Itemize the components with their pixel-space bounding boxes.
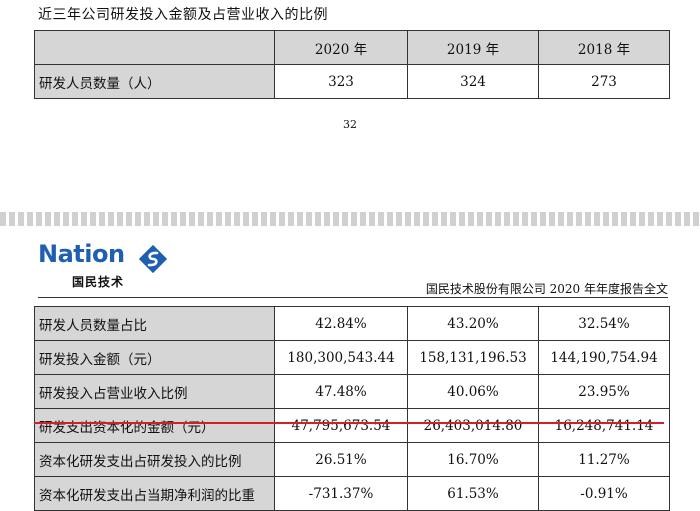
table-row: 资本化研发支出占当期净利润的比重 -731.37% 61.53% -0.91%: [34, 476, 670, 511]
cell-2020: 47.48%: [274, 374, 408, 409]
cell-2018: 16,248,741.14: [538, 408, 670, 443]
row-label: 研发投入占营业收入比例: [34, 374, 275, 409]
cell-2018: 32.54%: [538, 306, 670, 341]
cell-2019: 26,403,014.80: [407, 408, 539, 443]
cell-2020: 47,795,673.54: [274, 408, 408, 443]
cell-2020: 180,300,543.44: [274, 340, 408, 375]
table-row: 资本化研发支出占研发投入的比例 26.51% 16.70% 11.27%: [34, 442, 670, 477]
header-cell-2018: 2018 年: [538, 30, 670, 65]
header-cell-empty: [34, 30, 275, 65]
cell-2018: 11.27%: [538, 442, 670, 477]
row-label: 研发人员数量占比: [34, 306, 275, 341]
rd-investment-table: 研发人员数量占比 42.84% 43.20% 32.54% 研发投入金额（元） …: [34, 306, 670, 511]
document-title: 国民技术股份有限公司 2020 年年度报告全文: [425, 282, 668, 296]
logo-wordmark: Nation: [38, 240, 125, 268]
page-number: 32: [343, 118, 357, 131]
row-label: 研发人员数量（人）: [34, 64, 275, 99]
cell-2019: 158,131,196.53: [407, 340, 539, 375]
company-logo: Nation 国民技术: [38, 240, 188, 296]
page-separator: [0, 212, 700, 226]
cell-2018: 144,190,754.94: [538, 340, 670, 375]
cell-2020: 42.84%: [274, 306, 408, 341]
highlight-underline: [34, 422, 664, 424]
cell-2019: 43.20%: [407, 306, 539, 341]
row-label: 资本化研发支出占研发投入的比例: [34, 442, 275, 477]
header-cell-2020: 2020 年: [274, 30, 408, 65]
header-divider: [38, 297, 668, 298]
cell-2020: 26.51%: [274, 442, 408, 477]
cell-2020: 323: [274, 64, 408, 99]
cell-2018: 273: [538, 64, 670, 99]
cell-2018: -0.91%: [538, 476, 670, 511]
header-cell-2019: 2019 年: [407, 30, 539, 65]
cell-2018: 23.95%: [538, 374, 670, 409]
table-header-row: 2020 年 2019 年 2018 年: [34, 30, 670, 65]
cell-2019: 40.06%: [407, 374, 539, 409]
table-row-highlighted: 研发支出资本化的金额（元） 47,795,673.54 26,403,014.8…: [34, 408, 670, 443]
table-row: 研发人员数量占比 42.84% 43.20% 32.54%: [34, 306, 670, 341]
row-label: 研发投入金额（元）: [34, 340, 275, 375]
logo-chinese-name: 国民技术: [72, 275, 125, 289]
table-row: 研发人员数量（人） 323 324 273: [34, 64, 670, 99]
section-title: 近三年公司研发投入金额及占营业收入的比例: [38, 7, 328, 23]
cell-2019: 324: [407, 64, 539, 99]
table-row: 研发投入占营业收入比例 47.48% 40.06% 23.95%: [34, 374, 670, 409]
cell-2019: 16.70%: [407, 442, 539, 477]
logo-s-mark-icon: [138, 244, 168, 274]
cell-2019: 61.53%: [407, 476, 539, 511]
row-label: 研发支出资本化的金额（元）: [34, 408, 275, 443]
row-label: 资本化研发支出占当期净利润的比重: [34, 476, 275, 511]
rd-staff-table: 2020 年 2019 年 2018 年 研发人员数量（人） 323 324 2…: [34, 30, 670, 99]
table-row: 研发投入金额（元） 180,300,543.44 158,131,196.53 …: [34, 340, 670, 375]
cell-2020: -731.37%: [274, 476, 408, 511]
